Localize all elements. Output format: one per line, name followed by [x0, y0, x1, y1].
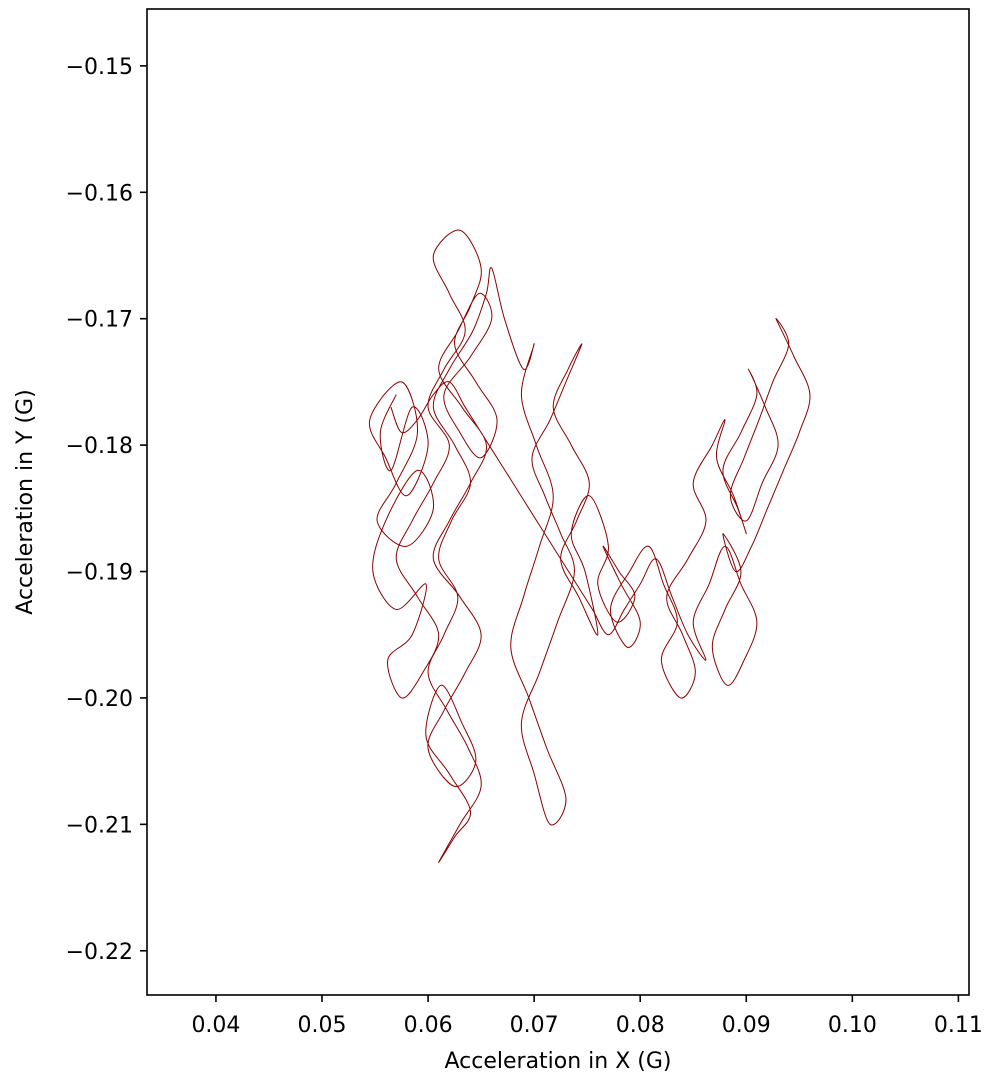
- x-axis-label: Acceleration in X (G): [444, 1049, 671, 1074]
- x-tick-label: 0.06: [404, 1013, 453, 1038]
- y-tick-label: −0.15: [66, 55, 133, 80]
- y-tick-label: −0.17: [66, 308, 133, 333]
- x-tick-label: 0.04: [191, 1013, 240, 1038]
- x-axis: 0.04 0.05 0.06 0.07 0.08 0.09 0.10 0.11: [191, 995, 983, 1038]
- y-tick-label: −0.21: [66, 813, 133, 838]
- y-tick-label: −0.20: [66, 687, 133, 712]
- y-tick-label: −0.19: [66, 561, 133, 586]
- x-tick-label: 0.07: [510, 1013, 559, 1038]
- x-tick-label: 0.11: [934, 1013, 983, 1038]
- series-line-0: [368, 229, 811, 863]
- plot-series: [368, 229, 811, 863]
- x-tick-label: 0.09: [722, 1013, 771, 1038]
- x-tick-label: 0.05: [298, 1013, 347, 1038]
- y-tick-label: −0.22: [66, 940, 133, 965]
- y-tick-label: −0.18: [66, 434, 133, 459]
- y-tick-label: −0.16: [66, 181, 133, 206]
- x-tick-label: 0.08: [616, 1013, 665, 1038]
- y-axis-label: Acceleration in Y (G): [13, 389, 38, 614]
- plot-frame: [146, 8, 970, 996]
- y-axis: −0.15 −0.16 −0.17 −0.18 −0.19 −0.20 −0.21 −0.22: [66, 55, 147, 965]
- x-tick-label: 0.10: [828, 1013, 877, 1038]
